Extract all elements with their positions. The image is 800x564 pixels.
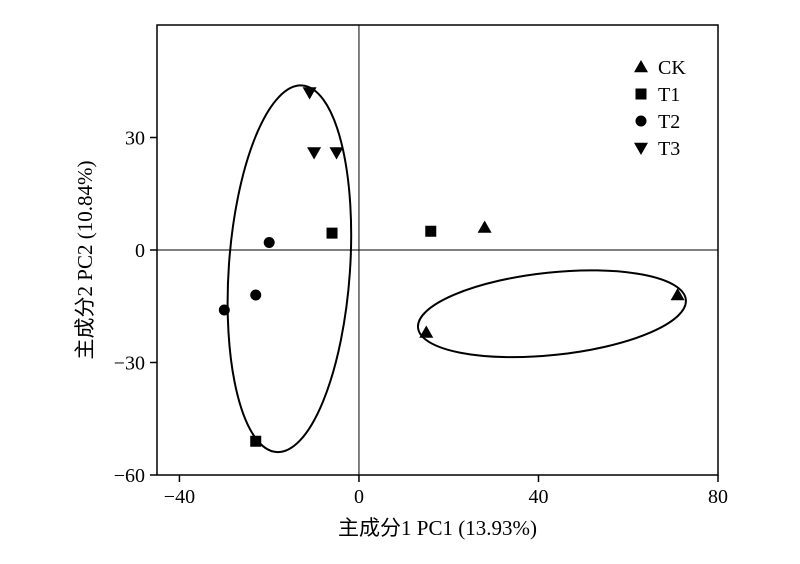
y-tick-label: −30 <box>114 353 145 375</box>
legend-label-t2: T2 <box>658 111 680 133</box>
point-t2 <box>263 237 275 248</box>
group-ellipse-2 <box>416 269 687 359</box>
group-ellipse-1 <box>226 84 353 454</box>
legend: CK T1 T2 T3 <box>634 57 686 160</box>
legend-label-ck: CK <box>658 57 686 79</box>
y-axis-ticks: −60 −30 0 30 <box>114 128 157 487</box>
data-points <box>218 87 685 447</box>
x-axis-title: 主成分1 PC1 (13.93%) <box>338 516 537 540</box>
x-tick-label: 40 <box>528 486 548 508</box>
x-axis-ticks: −40 0 40 80 <box>164 475 728 508</box>
legend-marker-ck <box>634 60 648 73</box>
group-ellipses <box>226 84 687 454</box>
point-ck <box>670 288 685 301</box>
point-ck <box>419 325 434 338</box>
point-t1 <box>425 225 437 237</box>
legend-marker-t1 <box>635 88 647 100</box>
legend-label-t3: T3 <box>658 138 680 160</box>
x-tick-label: 80 <box>708 486 728 508</box>
legend-marker-t2 <box>635 115 647 127</box>
legend-marker-t3 <box>634 142 648 155</box>
point-ck <box>477 220 492 233</box>
x-tick-label: 0 <box>354 486 364 508</box>
point-t3 <box>307 147 322 160</box>
point-t2 <box>218 304 230 316</box>
point-t2 <box>250 289 262 301</box>
point-t1 <box>326 227 338 239</box>
y-axis-title: 主成分2 PC2 (10.84%) <box>73 161 97 360</box>
point-t3 <box>329 147 344 160</box>
point-t3 <box>302 87 317 100</box>
y-tick-label: 30 <box>125 128 145 150</box>
y-tick-label: 0 <box>135 240 145 262</box>
zero-lines <box>157 25 718 475</box>
x-tick-label: −40 <box>164 486 195 508</box>
legend-label-t1: T1 <box>658 84 680 106</box>
y-tick-label: −60 <box>114 465 145 487</box>
point-t1 <box>250 435 262 447</box>
